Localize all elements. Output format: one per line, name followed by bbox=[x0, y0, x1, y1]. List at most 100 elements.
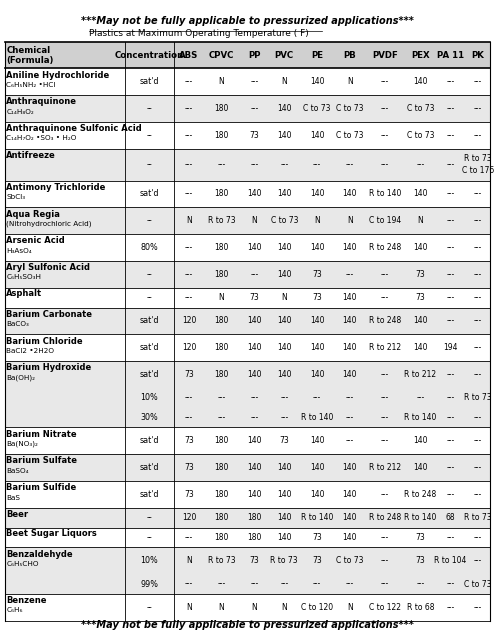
Text: C to 73: C to 73 bbox=[271, 216, 298, 225]
Text: 140: 140 bbox=[277, 104, 292, 113]
Text: ---: --- bbox=[446, 533, 455, 542]
Text: C to 122: C to 122 bbox=[369, 603, 401, 612]
Text: ***May not be fully applicable to pressurized applications***: ***May not be fully applicable to pressu… bbox=[81, 620, 414, 630]
Text: ---: --- bbox=[416, 580, 425, 589]
Text: ---: --- bbox=[346, 270, 354, 279]
Text: PE: PE bbox=[311, 51, 323, 60]
Text: 180: 180 bbox=[214, 104, 229, 113]
Text: 140: 140 bbox=[277, 270, 292, 279]
Text: ---: --- bbox=[474, 316, 482, 326]
Text: 140: 140 bbox=[343, 490, 357, 499]
Text: ---: --- bbox=[381, 370, 389, 379]
Text: 120: 120 bbox=[182, 513, 196, 522]
Text: N: N bbox=[219, 293, 225, 302]
Text: 120: 120 bbox=[182, 343, 196, 352]
Text: sat'd: sat'd bbox=[140, 436, 159, 445]
Text: ---: --- bbox=[446, 463, 455, 472]
Text: R to 248: R to 248 bbox=[369, 316, 401, 326]
Text: 140: 140 bbox=[413, 463, 428, 472]
Text: 140: 140 bbox=[247, 463, 261, 472]
Text: 180: 180 bbox=[247, 513, 261, 522]
Text: ---: --- bbox=[250, 580, 258, 589]
Text: 180: 180 bbox=[214, 131, 229, 140]
Text: ---: --- bbox=[474, 556, 482, 565]
Text: ---: --- bbox=[381, 160, 389, 169]
Text: R to 212: R to 212 bbox=[369, 343, 401, 352]
Text: ---: --- bbox=[474, 270, 482, 279]
Text: 140: 140 bbox=[247, 243, 261, 252]
Text: ---: --- bbox=[446, 243, 455, 252]
Text: H₃AsO₄: H₃AsO₄ bbox=[6, 248, 32, 253]
Text: 73: 73 bbox=[184, 463, 194, 472]
Text: ---: --- bbox=[381, 436, 389, 445]
Text: ---: --- bbox=[185, 270, 193, 279]
Text: 140: 140 bbox=[413, 316, 428, 326]
Text: ---: --- bbox=[446, 131, 455, 140]
Text: 140: 140 bbox=[343, 293, 357, 302]
Text: N: N bbox=[282, 603, 287, 612]
Text: 140: 140 bbox=[277, 243, 292, 252]
Text: 140: 140 bbox=[310, 490, 324, 499]
Text: Arsenic Acid: Arsenic Acid bbox=[6, 236, 65, 245]
Text: 180: 180 bbox=[214, 243, 229, 252]
Text: ---: --- bbox=[474, 104, 482, 113]
Text: ---: --- bbox=[446, 104, 455, 113]
Text: 180: 180 bbox=[214, 316, 229, 326]
Text: ---: --- bbox=[446, 603, 455, 612]
Text: Benzaldehyde: Benzaldehyde bbox=[6, 550, 73, 559]
Text: ---: --- bbox=[346, 580, 354, 589]
Text: C₁₄H₈O₂: C₁₄H₈O₂ bbox=[6, 109, 34, 115]
Text: C to 176: C to 176 bbox=[462, 166, 494, 175]
Text: ---: --- bbox=[313, 394, 321, 403]
Text: 140: 140 bbox=[310, 316, 324, 326]
Text: R to 104: R to 104 bbox=[434, 556, 467, 565]
Text: ---: --- bbox=[446, 436, 455, 445]
Text: 140: 140 bbox=[247, 343, 261, 352]
Text: ---: --- bbox=[346, 413, 354, 422]
Text: C₆H₅SO₃H: C₆H₅SO₃H bbox=[6, 275, 42, 280]
Text: (Nitrohydrochloric Acid): (Nitrohydrochloric Acid) bbox=[6, 221, 92, 227]
Text: sat'd: sat'd bbox=[140, 490, 159, 499]
Text: R to 140: R to 140 bbox=[369, 189, 401, 198]
Text: 180: 180 bbox=[214, 436, 229, 445]
Text: Ba(NO₃)₂: Ba(NO₃)₂ bbox=[6, 441, 38, 447]
Text: ---: --- bbox=[185, 160, 193, 169]
Text: ---: --- bbox=[474, 343, 482, 352]
Text: 140: 140 bbox=[343, 370, 357, 379]
Text: ---: --- bbox=[474, 189, 482, 198]
Text: C to 73: C to 73 bbox=[407, 131, 434, 140]
Text: ---: --- bbox=[416, 160, 425, 169]
Text: ---: --- bbox=[381, 293, 389, 302]
Text: BaS: BaS bbox=[6, 495, 20, 500]
Text: CPVC: CPVC bbox=[209, 51, 234, 60]
Text: 73: 73 bbox=[312, 533, 322, 542]
Text: 140: 140 bbox=[247, 490, 261, 499]
Text: R to 248: R to 248 bbox=[369, 243, 401, 252]
Text: PA 11: PA 11 bbox=[437, 51, 464, 60]
Text: ---: --- bbox=[346, 160, 354, 169]
Text: N: N bbox=[418, 216, 423, 225]
Text: ---: --- bbox=[381, 580, 389, 589]
Text: N: N bbox=[282, 77, 287, 86]
Text: 140: 140 bbox=[310, 463, 324, 472]
Text: ABS: ABS bbox=[179, 51, 198, 60]
Text: ---: --- bbox=[185, 243, 193, 252]
Text: ---: --- bbox=[250, 270, 258, 279]
Text: BaCO₃: BaCO₃ bbox=[6, 321, 29, 327]
Text: 10%: 10% bbox=[141, 556, 158, 565]
Text: ---: --- bbox=[185, 580, 193, 589]
Text: 140: 140 bbox=[277, 533, 292, 542]
Text: C to 73: C to 73 bbox=[336, 131, 363, 140]
Text: N: N bbox=[219, 77, 225, 86]
Text: ---: --- bbox=[313, 160, 321, 169]
Text: ---: --- bbox=[446, 316, 455, 326]
Text: R to 140: R to 140 bbox=[404, 413, 437, 422]
Text: C₁₄H₇O₂ •SO₃ • H₂O: C₁₄H₇O₂ •SO₃ • H₂O bbox=[6, 136, 77, 141]
Text: ---: --- bbox=[446, 413, 455, 422]
Text: Barium Sulfide: Barium Sulfide bbox=[6, 483, 77, 492]
Text: --: -- bbox=[147, 270, 152, 279]
Text: ---: --- bbox=[474, 463, 482, 472]
Text: ---: --- bbox=[250, 394, 258, 403]
Text: Barium Hydroxide: Barium Hydroxide bbox=[6, 364, 92, 372]
Text: ---: --- bbox=[446, 580, 455, 589]
